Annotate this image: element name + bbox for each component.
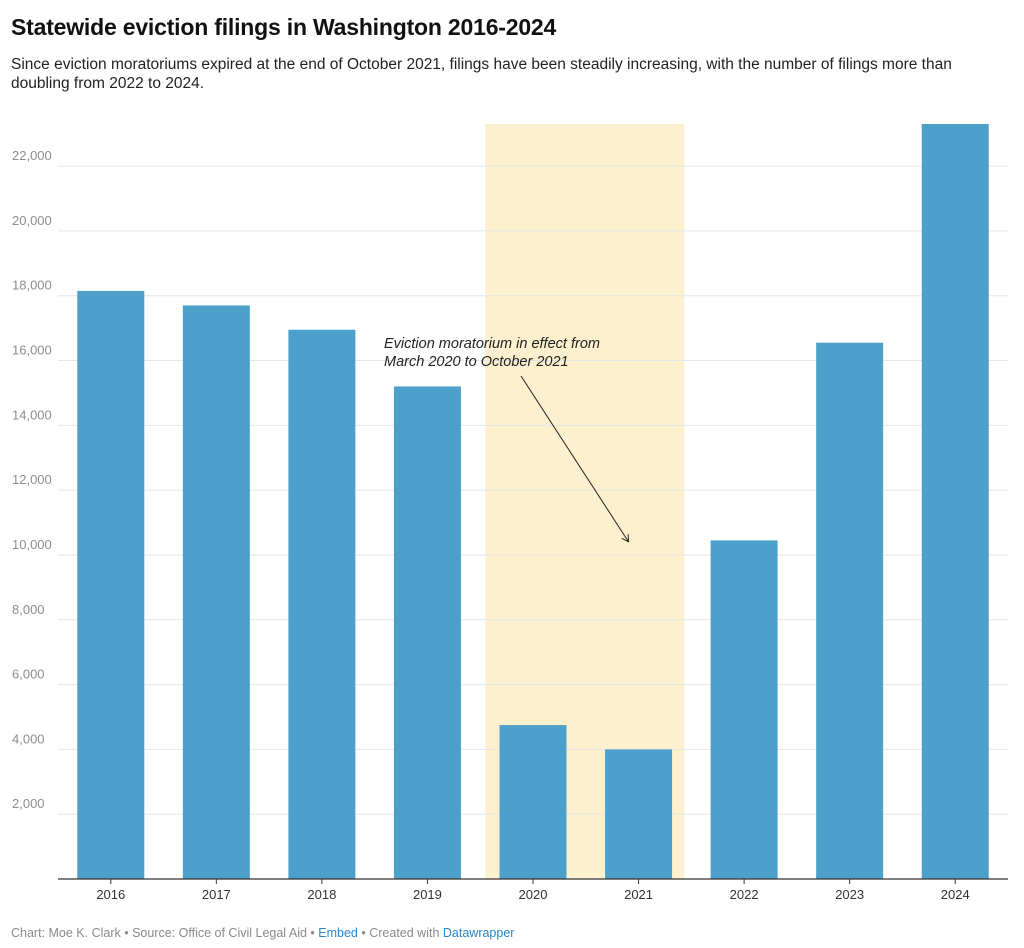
x-tick-label: 2022: [730, 887, 759, 902]
bar-2017: [182, 305, 250, 879]
x-tick-label: 2024: [941, 887, 970, 902]
bar-2016: [77, 290, 145, 879]
y-tick-label: 18,000: [12, 278, 52, 293]
y-tick-label: 20,000: [12, 213, 52, 228]
bar-2018: [288, 329, 356, 879]
y-tick-label: 10,000: [12, 537, 52, 552]
moratorium-annotation-line: Eviction moratorium in effect from: [384, 336, 600, 352]
x-tick-label: 2020: [519, 887, 548, 902]
x-tick-label: 2017: [202, 887, 231, 902]
embed-link[interactable]: Embed: [318, 926, 358, 940]
y-tick-label: 4,000: [12, 731, 45, 746]
moratorium-annotation-line: March 2020 to October 2021: [384, 354, 569, 370]
annotation-arrow: [520, 375, 628, 541]
x-tick-label: 2023: [835, 887, 864, 902]
bar-2023: [816, 342, 884, 880]
x-tick-label: 2021: [624, 887, 653, 902]
y-tick-label: 14,000: [12, 407, 52, 422]
y-tick-label: 22,000: [12, 148, 52, 163]
footer-credits: Chart: Moe K. Clark • Source: Office of …: [11, 926, 315, 940]
x-tick-label: 2019: [413, 887, 442, 902]
x-tick-label: 2016: [96, 887, 125, 902]
datawrapper-link[interactable]: Datawrapper: [442, 926, 515, 940]
y-tick-label: 12,000: [12, 472, 52, 487]
bar-2020: [499, 725, 567, 879]
x-tick-label: 2018: [307, 887, 336, 902]
y-tick-label: 6,000: [12, 667, 45, 682]
bar-2021: [605, 749, 673, 879]
chart-footer: Chart: Moe K. Clark • Source: Office of …: [11, 926, 514, 940]
y-tick-label: 2,000: [12, 796, 45, 811]
y-tick-label: 8,000: [12, 602, 45, 617]
footer-created-with: • Created with: [361, 926, 440, 940]
bar-2022: [710, 540, 778, 879]
chart-title: Statewide eviction filings in Washington…: [11, 14, 557, 40]
y-tick-label: 16,000: [12, 343, 52, 358]
bar-2019: [393, 386, 461, 879]
chart-subtitle: Since eviction moratoriums expired at th…: [11, 56, 952, 92]
bar-2024: [921, 124, 989, 879]
